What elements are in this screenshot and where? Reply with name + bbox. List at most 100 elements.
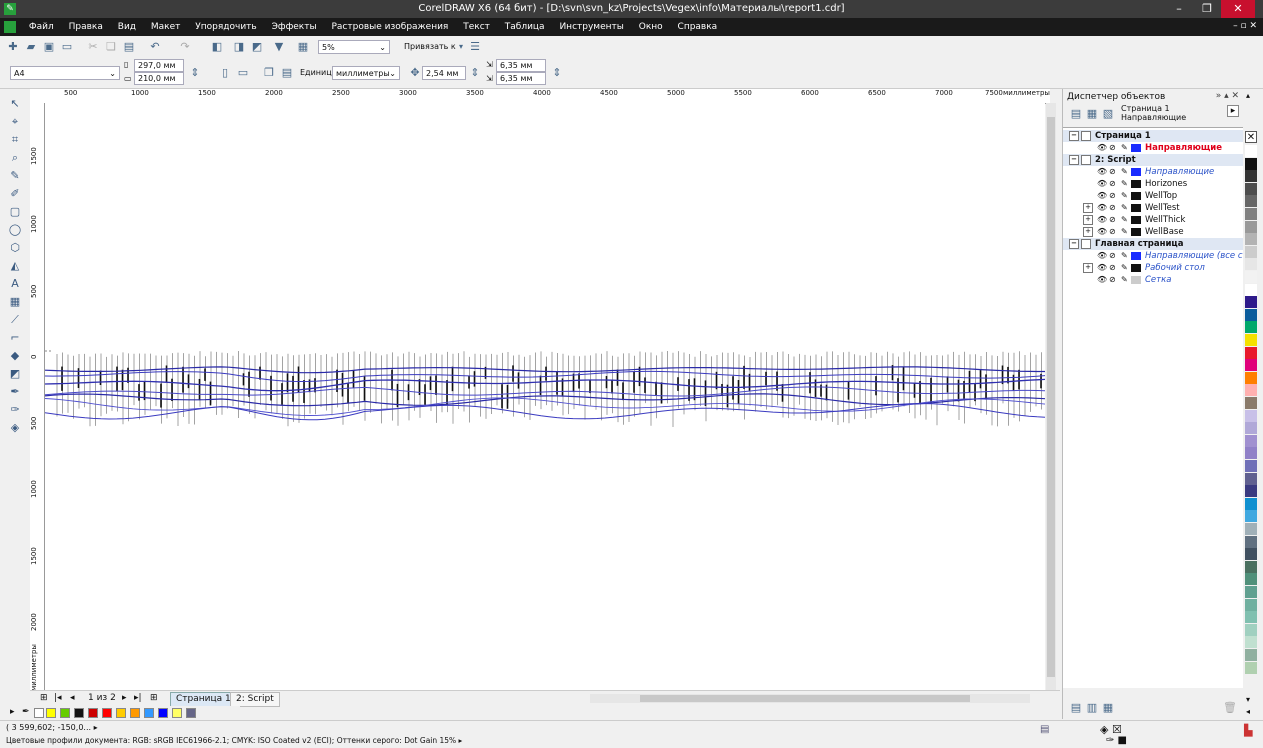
layer-color-swatch[interactable]	[1131, 204, 1141, 212]
palette-color-swatch[interactable]	[1245, 636, 1257, 649]
dimension-tool-icon[interactable]: ⟋	[11, 313, 19, 326]
vertical-ruler[interactable]: 1500 1000 500 0 500 1000 1500 2000 милли…	[30, 103, 45, 693]
export-icon[interactable]: ◨	[233, 40, 245, 53]
layer-name[interactable]: Направляющие	[1145, 167, 1215, 177]
publish-icon[interactable]: ◩	[251, 40, 263, 53]
add-page-before-icon[interactable]: ⊞	[40, 693, 48, 703]
palette-color-swatch[interactable]	[1245, 145, 1257, 157]
text-tool-icon[interactable]: A	[11, 277, 19, 290]
ellipse-tool-icon[interactable]: ◯	[8, 223, 22, 236]
menu-edit[interactable]: Правка	[68, 22, 103, 32]
page-node[interactable]: − 2: Script	[1063, 154, 1243, 166]
layer-name[interactable]: Рабочий стол	[1145, 263, 1205, 273]
layer-row[interactable]: 👁 ⊘ ✎ Направляющие	[1063, 166, 1243, 178]
page-node[interactable]: − Главная страница	[1063, 238, 1243, 250]
layer-row[interactable]: + 👁 ⊘ ✎ WellBase	[1063, 226, 1243, 238]
edit-toggle-icon[interactable]: ✎	[1121, 263, 1128, 272]
palette-color-swatch[interactable]	[1245, 535, 1257, 548]
polygon-tool-icon[interactable]: ⬡	[10, 241, 20, 254]
layer-color-swatch[interactable]	[1131, 264, 1141, 272]
palette-color-swatch[interactable]	[1245, 497, 1257, 510]
outline-indicator-icon[interactable]: ✑ ■	[1106, 735, 1128, 746]
layer-row[interactable]: + 👁 ⊘ ✎ WellTest	[1063, 202, 1243, 214]
palette-color-swatch[interactable]	[1245, 308, 1257, 321]
spinner-icon[interactable]: ⇕	[470, 66, 480, 79]
print-toggle-icon[interactable]: ⊘	[1109, 263, 1116, 272]
add-page-after-icon[interactable]: ⊞	[150, 693, 158, 703]
menu-view[interactable]: Вид	[117, 22, 137, 32]
edit-toggle-icon[interactable]: ✎	[1121, 191, 1128, 200]
drawing-canvas[interactable]	[44, 103, 1046, 690]
layer-color-swatch[interactable]	[1131, 228, 1141, 236]
layer-name[interactable]: WellBase	[1145, 227, 1184, 237]
palette-color-swatch[interactable]	[1245, 523, 1257, 535]
menu-help[interactable]: Справка	[677, 22, 718, 32]
palette-color-swatch[interactable]	[1245, 661, 1257, 674]
last-page-icon[interactable]: ▸|	[134, 693, 142, 703]
page-node[interactable]: − Страница 1	[1063, 130, 1243, 142]
page-size-select[interactable]: A4 ⌄	[10, 66, 120, 80]
layer-row[interactable]: 👁 ⊘ ✎ Horizones	[1063, 178, 1243, 190]
menu-layout[interactable]: Макет	[150, 22, 181, 32]
palette-color-swatch[interactable]	[1245, 460, 1257, 472]
palette-scroll-down-icon[interactable]: ▾	[1246, 695, 1251, 704]
zoom-tool-icon[interactable]: ⌕	[11, 151, 19, 164]
palette-menu-icon[interactable]: ▸	[10, 707, 15, 717]
visibility-icon[interactable]: 👁	[1097, 167, 1108, 176]
layer-name[interactable]: Сетка	[1145, 275, 1172, 285]
layer-name[interactable]: WellTop	[1145, 191, 1178, 201]
spinner-icon[interactable]: ⇕	[552, 66, 562, 79]
page-width-input[interactable]: 297,0 мм	[134, 59, 184, 72]
new-layer-icon[interactable]: ▤	[1070, 701, 1082, 714]
menu-text[interactable]: Текст	[463, 22, 490, 32]
print-icon[interactable]: ▭	[61, 40, 73, 53]
palette-color-swatch[interactable]	[1245, 170, 1257, 183]
palette-color-swatch[interactable]	[1245, 510, 1257, 523]
crop-tool-icon[interactable]: ⌗	[11, 133, 19, 146]
palette-color-swatch[interactable]	[1245, 296, 1257, 309]
collapse-icon[interactable]: −	[1069, 239, 1079, 249]
palette-color-swatch[interactable]	[1245, 623, 1257, 636]
layer-color-swatch[interactable]	[1131, 192, 1141, 200]
connector-tool-icon[interactable]: ⌐	[10, 331, 20, 344]
layer-row[interactable]: 👁 ⊘ ✎ Направляющие	[1063, 142, 1243, 154]
layer-name[interactable]: Направляющие	[1145, 143, 1222, 153]
layer-manager-view-icon[interactable]: ▦	[1086, 107, 1098, 120]
snap-to-label[interactable]: Привязать к	[404, 42, 456, 51]
visibility-icon[interactable]: 👁	[1097, 179, 1108, 188]
edit-toggle-icon[interactable]: ✎	[1121, 275, 1128, 284]
eyedropper-tool-icon[interactable]: ✒	[10, 385, 20, 398]
first-page-icon[interactable]: |◂	[54, 693, 62, 703]
edit-toggle-icon[interactable]: ✎	[1121, 179, 1128, 188]
palette-color-swatch[interactable]	[1245, 321, 1257, 334]
collapse-icon[interactable]: −	[1069, 131, 1079, 141]
layer-row[interactable]: 👁 ⊘ ✎ WellTop	[1063, 190, 1243, 202]
palette-color-swatch[interactable]	[1245, 409, 1257, 422]
vertical-scroll-thumb[interactable]	[1047, 117, 1055, 677]
palette-color-swatch[interactable]	[1245, 157, 1257, 170]
portrait-icon[interactable]: ▯	[221, 66, 229, 79]
edit-toggle-icon[interactable]: ✎	[1121, 215, 1128, 224]
palette-color-swatch[interactable]	[1245, 472, 1257, 485]
palette-color-swatch[interactable]	[1245, 485, 1257, 498]
document-color-swatch[interactable]	[88, 708, 98, 718]
close-button[interactable]: ✕	[1221, 0, 1255, 18]
horizontal-ruler[interactable]: 500 1000 1500 2000 2500 3000 3500 4000 4…	[30, 89, 1050, 104]
layer-row[interactable]: + 👁 ⊘ ✎ WellThick	[1063, 214, 1243, 226]
eyedropper-icon[interactable]: ✒	[22, 707, 30, 717]
palette-color-swatch[interactable]	[1245, 447, 1257, 460]
show-properties-icon[interactable]: ▤	[1070, 107, 1082, 120]
print-toggle-icon[interactable]: ⊘	[1109, 179, 1116, 188]
outline-pen-icon[interactable]: ✑	[10, 403, 20, 416]
new-document-icon[interactable]: ✚	[8, 40, 18, 53]
palette-color-swatch[interactable]	[1245, 245, 1257, 258]
layer-name[interactable]: WellTest	[1145, 203, 1180, 213]
page-height-input[interactable]: 210,0 мм	[134, 72, 184, 85]
palette-color-swatch[interactable]	[1245, 220, 1257, 233]
visibility-icon[interactable]: 👁	[1097, 191, 1108, 200]
current-page-icon[interactable]: ▤	[281, 66, 293, 79]
welcome-screen-icon[interactable]: ▦	[297, 40, 309, 53]
print-toggle-icon[interactable]: ⊘	[1109, 227, 1116, 236]
duplicate-distance-x-input[interactable]: 6,35 мм	[496, 59, 546, 72]
palette-color-swatch[interactable]	[1245, 560, 1257, 573]
